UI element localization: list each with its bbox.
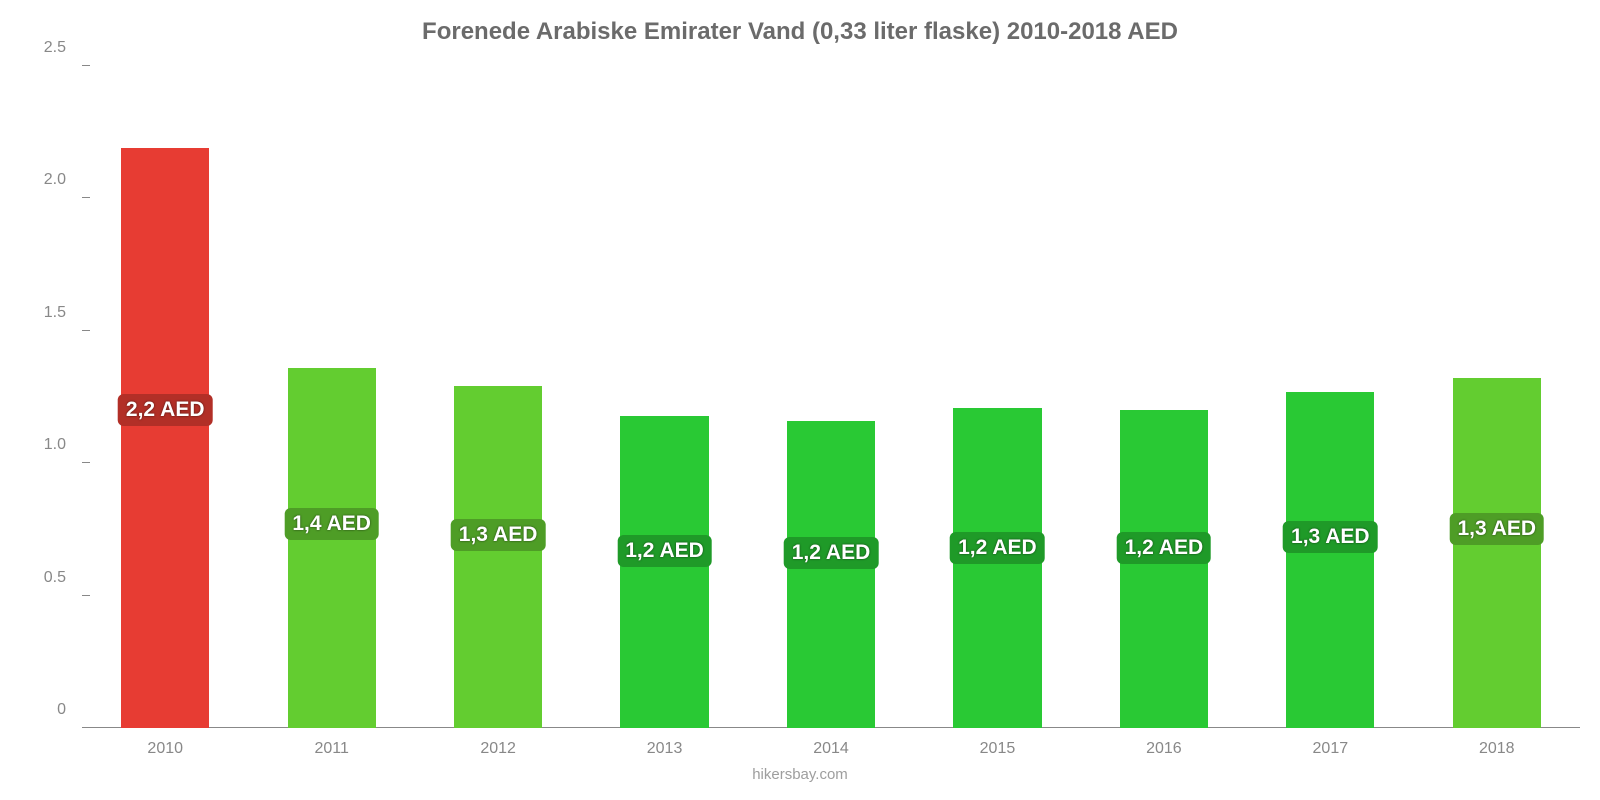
y-tick-label: 1.0	[44, 436, 66, 454]
chart-title: Forenede Arabiske Emirater Vand (0,33 li…	[0, 18, 1600, 46]
y-tick	[82, 65, 90, 66]
x-tick-label: 2012	[480, 740, 516, 758]
y-tick-label: 2.0	[44, 171, 66, 189]
y-tick-label: 0	[57, 701, 66, 719]
x-tick-label: 2017	[1313, 740, 1349, 758]
bar-value-label: 1,2 AED	[784, 537, 879, 569]
y-tick	[82, 197, 90, 198]
bar: 1,2 AED	[787, 421, 875, 728]
plot-area: 00.51.01.52.02.52,2 AED20101,4 AED20111,…	[82, 66, 1580, 728]
x-tick-label: 2015	[980, 740, 1016, 758]
bar-value-label: 1,2 AED	[950, 532, 1045, 564]
bar-value-label: 1,3 AED	[451, 519, 546, 551]
x-tick-label: 2014	[813, 740, 849, 758]
y-tick-label: 2.5	[44, 39, 66, 57]
y-tick-label: 1.5	[44, 304, 66, 322]
x-tick-label: 2010	[147, 740, 183, 758]
bar: 1,2 AED	[953, 408, 1041, 728]
bar: 1,2 AED	[1120, 410, 1208, 728]
bar-value-label: 1,2 AED	[617, 535, 712, 567]
y-tick	[82, 330, 90, 331]
bar: 1,4 AED	[288, 368, 376, 728]
source-label: hikersbay.com	[0, 766, 1600, 783]
y-tick	[82, 727, 90, 728]
bar-value-label: 1,4 AED	[284, 508, 379, 540]
chart-container: Forenede Arabiske Emirater Vand (0,33 li…	[0, 0, 1600, 800]
bar: 1,3 AED	[1453, 378, 1541, 728]
bar: 2,2 AED	[121, 148, 209, 728]
x-tick-label: 2016	[1146, 740, 1182, 758]
x-tick-label: 2018	[1479, 740, 1515, 758]
y-tick-label: 0.5	[44, 569, 66, 587]
y-tick	[82, 595, 90, 596]
bar: 1,3 AED	[454, 386, 542, 728]
bar: 1,2 AED	[620, 416, 708, 728]
bar-value-label: 2,2 AED	[118, 394, 213, 426]
bar-value-label: 1,3 AED	[1449, 513, 1544, 545]
bar-value-label: 1,2 AED	[1117, 532, 1212, 564]
x-tick-label: 2011	[314, 740, 348, 758]
bar-value-label: 1,3 AED	[1283, 521, 1378, 553]
x-tick-label: 2013	[647, 740, 683, 758]
y-tick	[82, 462, 90, 463]
bar: 1,3 AED	[1286, 392, 1374, 728]
